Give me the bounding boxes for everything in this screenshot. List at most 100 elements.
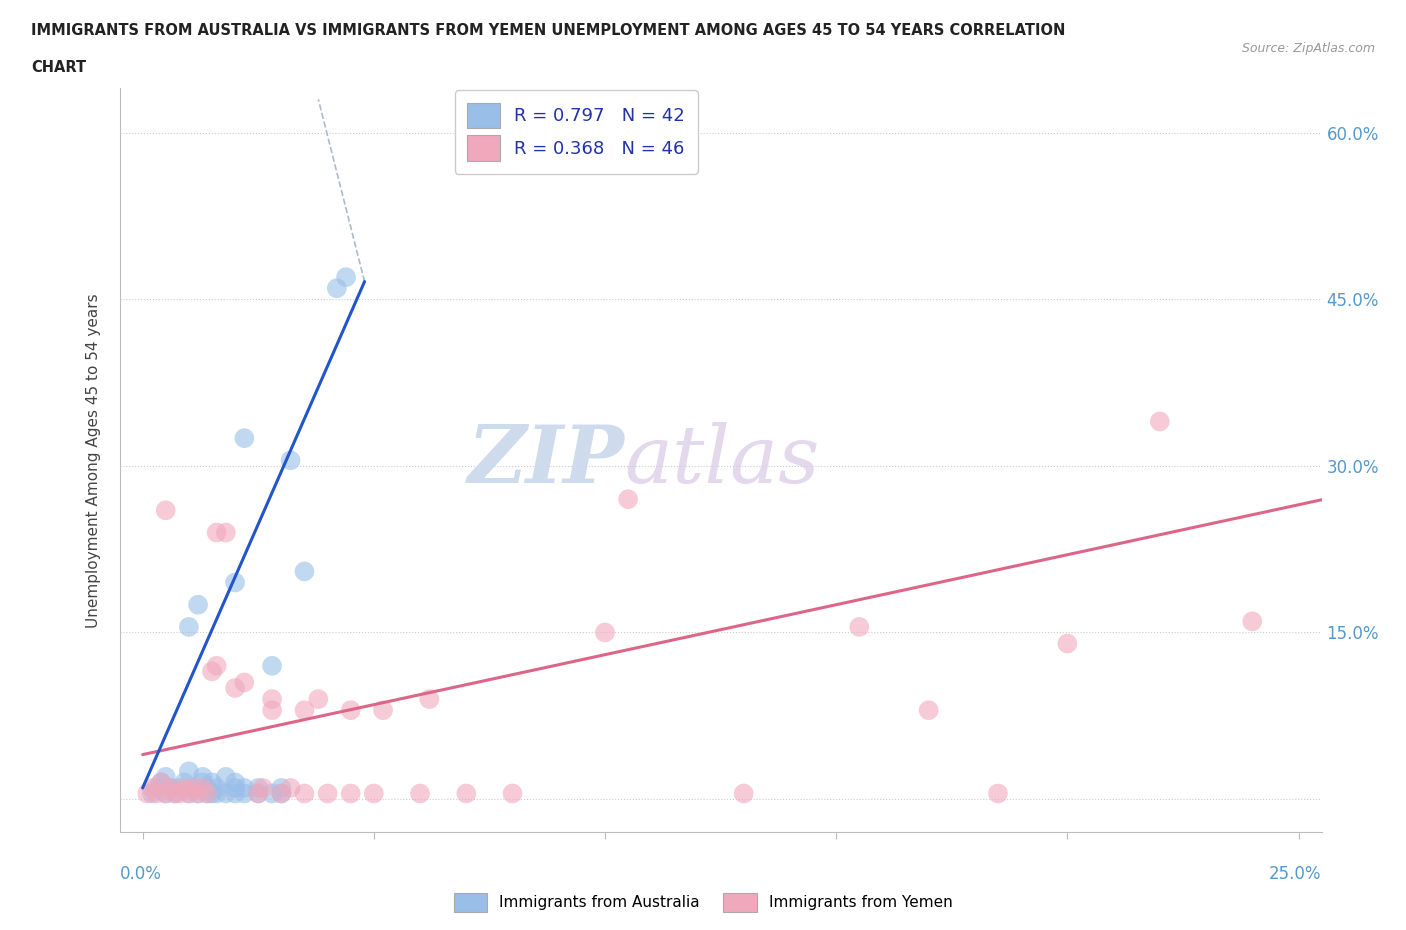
Point [270, 786, 292, 801]
Point [294, 703, 316, 718]
Point [155, 503, 177, 518]
Point [169, 780, 191, 795]
Point [183, 780, 205, 795]
Point [159, 780, 181, 795]
Point [247, 786, 270, 801]
Point [502, 786, 524, 801]
Point [201, 775, 224, 790]
Point [195, 786, 218, 801]
Point [215, 769, 238, 784]
Point [205, 525, 228, 540]
Point [205, 658, 228, 673]
Point [233, 786, 256, 801]
Point [224, 780, 246, 795]
Text: ZIP: ZIP [468, 421, 624, 499]
Point [294, 564, 316, 578]
Point [224, 575, 246, 590]
Text: atlas: atlas [624, 421, 820, 499]
Point [848, 619, 870, 634]
Point [155, 769, 177, 784]
Point [191, 780, 214, 795]
Y-axis label: Unemployment Among Ages 45 to 54 years: Unemployment Among Ages 45 to 54 years [86, 293, 101, 628]
Text: 25.0%: 25.0% [1270, 865, 1322, 884]
Point [363, 786, 385, 801]
Point [150, 775, 173, 790]
Point [335, 270, 357, 285]
Point [280, 780, 302, 795]
Point [270, 780, 292, 795]
Point [136, 786, 159, 801]
Point [733, 786, 755, 801]
Point [224, 786, 246, 801]
Text: Source: ZipAtlas.com: Source: ZipAtlas.com [1241, 42, 1375, 55]
Point [247, 780, 270, 795]
Point [1056, 636, 1078, 651]
Point [187, 786, 209, 801]
Point [173, 780, 195, 795]
Point [224, 681, 246, 696]
Point [233, 431, 256, 445]
Point [456, 786, 478, 801]
Point [187, 597, 209, 612]
Point [195, 786, 218, 801]
Point [270, 786, 292, 801]
Point [187, 786, 209, 801]
Point [316, 786, 339, 801]
Point [177, 786, 200, 801]
Point [145, 786, 167, 801]
Point [294, 786, 316, 801]
Point [191, 775, 214, 790]
Point [159, 780, 181, 795]
Point [252, 780, 274, 795]
Point [205, 780, 228, 795]
Point [262, 786, 284, 801]
Point [163, 786, 186, 801]
Point [163, 786, 186, 801]
Point [280, 453, 302, 468]
Point [141, 780, 163, 795]
Point [326, 281, 349, 296]
Point [183, 780, 205, 795]
Point [201, 664, 224, 679]
Text: 0.0%: 0.0% [120, 865, 162, 884]
Point [155, 786, 177, 801]
Point [215, 786, 238, 801]
Point [233, 780, 256, 795]
Point [617, 492, 640, 507]
Point [262, 692, 284, 707]
Point [917, 703, 939, 718]
Point [262, 658, 284, 673]
Point [215, 525, 238, 540]
Point [177, 619, 200, 634]
Point [1241, 614, 1264, 629]
Point [409, 786, 432, 801]
Point [195, 780, 218, 795]
Point [418, 692, 440, 707]
Point [141, 786, 163, 801]
Point [247, 786, 270, 801]
Legend: R = 0.797   N = 42, R = 0.368   N = 46: R = 0.797 N = 42, R = 0.368 N = 46 [454, 90, 697, 174]
Point [177, 786, 200, 801]
Legend: Immigrants from Australia, Immigrants from Yemen: Immigrants from Australia, Immigrants fr… [447, 887, 959, 918]
Point [150, 775, 173, 790]
Point [155, 786, 177, 801]
Point [201, 786, 224, 801]
Point [371, 703, 394, 718]
Point [191, 769, 214, 784]
Point [205, 786, 228, 801]
Point [1149, 414, 1171, 429]
Point [339, 703, 361, 718]
Point [339, 786, 361, 801]
Point [145, 780, 167, 795]
Point [307, 692, 329, 707]
Point [593, 625, 616, 640]
Point [233, 675, 256, 690]
Text: IMMIGRANTS FROM AUSTRALIA VS IMMIGRANTS FROM YEMEN UNEMPLOYMENT AMONG AGES 45 TO: IMMIGRANTS FROM AUSTRALIA VS IMMIGRANTS … [31, 23, 1066, 38]
Point [224, 775, 246, 790]
Point [173, 775, 195, 790]
Point [987, 786, 1010, 801]
Point [169, 786, 191, 801]
Point [177, 764, 200, 778]
Point [262, 703, 284, 718]
Text: CHART: CHART [31, 60, 86, 75]
